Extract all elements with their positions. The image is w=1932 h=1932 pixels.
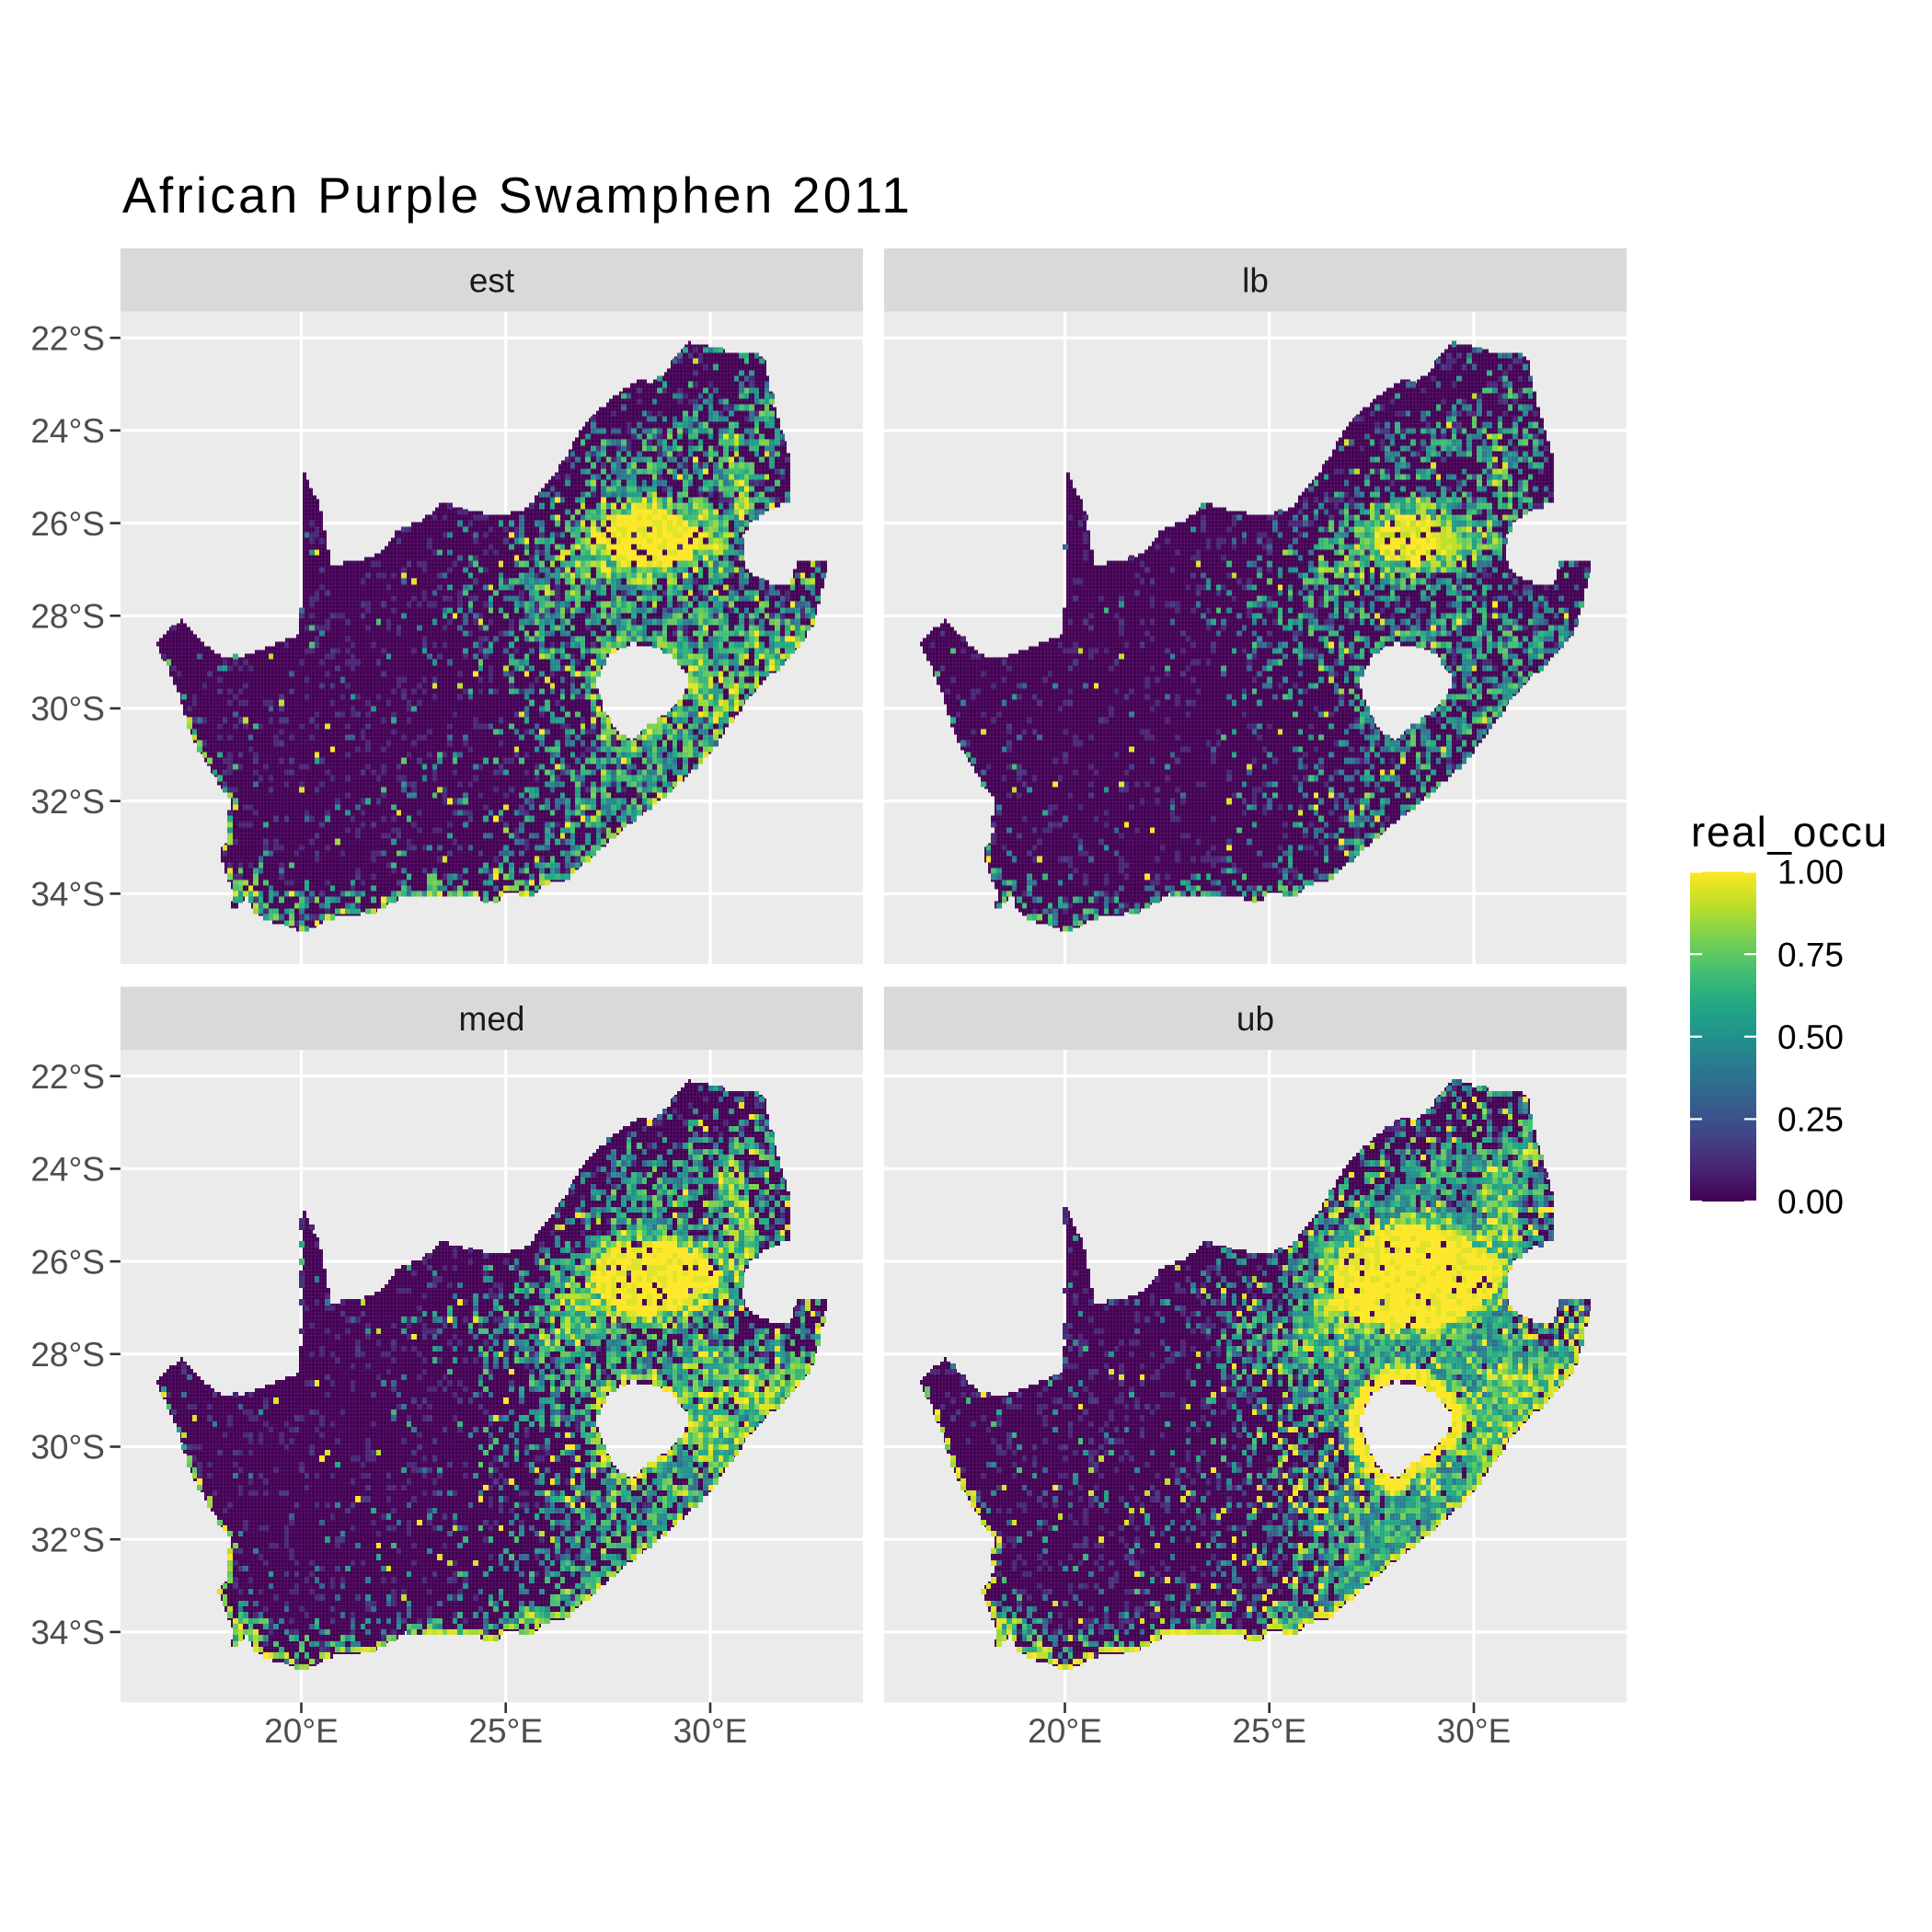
svg-text:26°S: 26°S bbox=[30, 505, 105, 543]
svg-text:26°S: 26°S bbox=[30, 1243, 105, 1281]
svg-text:32°S: 32°S bbox=[30, 1521, 105, 1558]
svg-text:24°S: 24°S bbox=[30, 412, 105, 450]
svg-text:30°E: 30°E bbox=[673, 1712, 748, 1750]
svg-text:African Purple Swamphen 2011: African Purple Swamphen 2011 bbox=[122, 167, 913, 224]
svg-text:32°S: 32°S bbox=[30, 783, 105, 821]
svg-text:22°S: 22°S bbox=[30, 319, 105, 357]
svg-text:0.75: 0.75 bbox=[1777, 936, 1844, 973]
svg-text:30°S: 30°S bbox=[30, 690, 105, 728]
svg-text:30°E: 30°E bbox=[1437, 1712, 1512, 1750]
svg-text:ub: ub bbox=[1236, 1000, 1274, 1038]
svg-text:34°S: 34°S bbox=[30, 1614, 105, 1651]
svg-text:30°S: 30°S bbox=[30, 1429, 105, 1466]
svg-text:22°S: 22°S bbox=[30, 1058, 105, 1096]
svg-text:real_occu: real_occu bbox=[1691, 808, 1889, 856]
svg-text:med: med bbox=[459, 1000, 525, 1038]
svg-text:25°E: 25°E bbox=[468, 1712, 543, 1750]
svg-text:0.50: 0.50 bbox=[1777, 1018, 1844, 1056]
svg-text:20°E: 20°E bbox=[1028, 1712, 1102, 1750]
svg-text:20°E: 20°E bbox=[264, 1712, 339, 1750]
svg-text:28°S: 28°S bbox=[30, 1336, 105, 1374]
svg-text:est: est bbox=[469, 261, 515, 299]
svg-text:28°S: 28°S bbox=[30, 598, 105, 636]
svg-text:lb: lb bbox=[1242, 261, 1269, 299]
svg-text:1.00: 1.00 bbox=[1777, 854, 1844, 891]
svg-text:0.00: 0.00 bbox=[1777, 1183, 1844, 1221]
svg-text:0.25: 0.25 bbox=[1777, 1101, 1844, 1139]
svg-text:34°S: 34°S bbox=[30, 876, 105, 914]
svg-text:25°E: 25°E bbox=[1232, 1712, 1306, 1750]
svg-text:24°S: 24°S bbox=[30, 1151, 105, 1189]
